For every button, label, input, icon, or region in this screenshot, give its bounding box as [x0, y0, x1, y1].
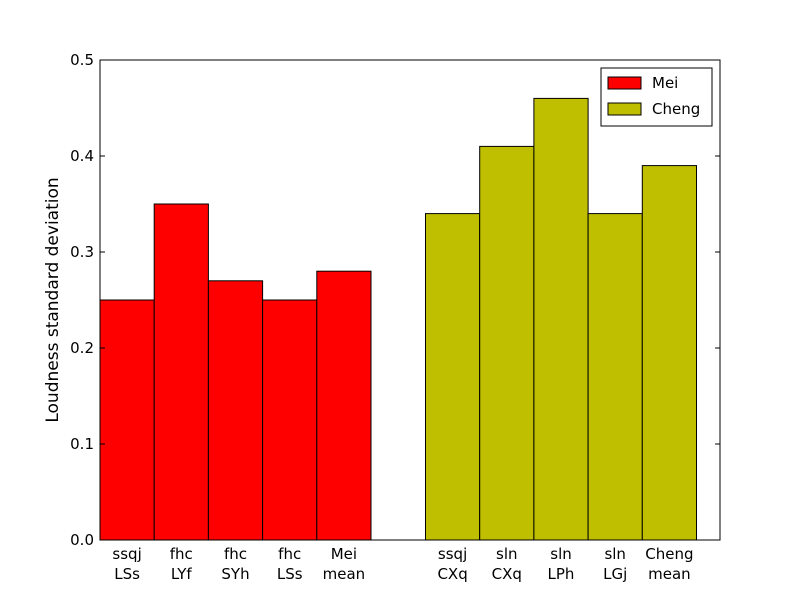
- category-label-line: sln: [550, 545, 572, 563]
- bar-cheng-1: [425, 213, 481, 541]
- y-tick-label: 0.1: [70, 435, 94, 453]
- category-label-line: sln: [496, 545, 518, 563]
- category-label: ssqj CXq: [437, 545, 467, 583]
- bar-mei-1: [99, 299, 155, 541]
- legend-swatch-cheng: [607, 102, 642, 116]
- bar-mei-4: [262, 299, 318, 541]
- axes-frame: [99, 59, 721, 541]
- bar-cheng-4: [587, 213, 643, 541]
- category-label: fhc SYh: [221, 545, 249, 583]
- category-label-line: mean: [323, 565, 366, 583]
- category-label-line: CXq: [492, 565, 522, 583]
- category-label: sln LPh: [548, 545, 575, 583]
- y-tick-label: 0.5: [70, 51, 94, 69]
- category-label: sln LGj: [603, 545, 627, 583]
- category-label-line: LYf: [171, 565, 193, 583]
- category-label-line: ssqj: [438, 545, 467, 563]
- category-label-line: fhc: [224, 545, 247, 563]
- category-label: ssqj LSs: [112, 545, 141, 583]
- bar-mei-5: [316, 270, 372, 541]
- category-label-line: LSs: [277, 565, 303, 583]
- bar-cheng-3: [533, 97, 589, 541]
- category-label-line: fhc: [170, 545, 193, 563]
- bars-layer: [99, 97, 697, 541]
- bar-cheng-2: [479, 145, 535, 541]
- y-tick-label: 0.3: [70, 243, 94, 261]
- category-label-line: LSs: [114, 565, 140, 583]
- legend-label-cheng: Cheng: [652, 100, 700, 118]
- category-label-line: ssqj: [112, 545, 141, 563]
- category-label-line: Cheng: [645, 545, 693, 563]
- category-label-line: LGj: [603, 565, 627, 583]
- category-label-line: sln: [604, 545, 626, 563]
- category-label-line: Mei: [331, 545, 357, 563]
- category-label-line: CXq: [437, 565, 467, 583]
- category-label: sln CXq: [492, 545, 522, 583]
- category-label-line: SYh: [221, 565, 249, 583]
- legend-label-mei: Mei: [652, 74, 678, 92]
- legend-swatch-mei: [607, 76, 642, 90]
- y-axis-ticks: 0.0 0.1 0.2 0.3 0.4 0.5: [70, 51, 720, 549]
- y-tick-label: 0.4: [70, 147, 94, 165]
- bar-mei-2: [153, 203, 209, 541]
- y-axis-label: Loudness standard deviation: [43, 177, 63, 422]
- category-label: Cheng mean: [645, 545, 693, 583]
- category-label-line: mean: [648, 565, 691, 583]
- category-label: fhc LSs: [277, 545, 303, 583]
- plot-border: [99, 59, 721, 541]
- y-tick-label: 0.0: [70, 531, 94, 549]
- category-label-line: fhc: [278, 545, 301, 563]
- bar-mei-3: [207, 280, 264, 541]
- y-tick-label: 0.2: [70, 339, 94, 357]
- category-label: fhc LYf: [170, 545, 193, 583]
- legend: Mei Cheng: [600, 67, 713, 127]
- category-label-line: LPh: [548, 565, 575, 583]
- bar-cheng-5: [641, 165, 697, 541]
- category-label: Mei mean: [323, 545, 366, 583]
